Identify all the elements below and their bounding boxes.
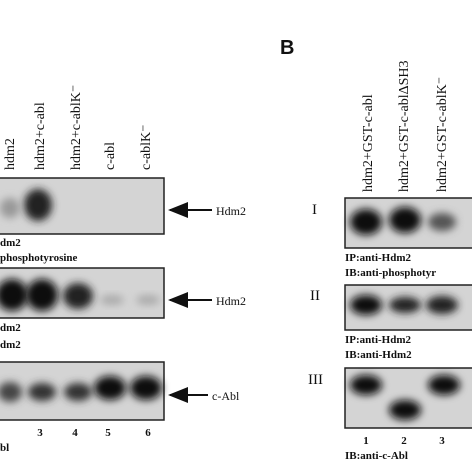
band	[24, 189, 52, 221]
band	[136, 295, 160, 305]
caption: IP:anti-Hdm2	[345, 252, 412, 264]
band	[350, 295, 382, 315]
row-label: I	[312, 202, 317, 218]
target-label: Hdm2	[216, 204, 246, 218]
target-label: Hdm2	[216, 294, 246, 308]
band	[428, 375, 460, 395]
caption: dm2	[0, 322, 21, 334]
band	[350, 375, 382, 395]
band	[0, 279, 28, 311]
lane-number: 2	[401, 435, 407, 447]
lane-label: hdm2	[3, 138, 18, 170]
band	[389, 400, 421, 420]
panel-label: B	[280, 37, 294, 59]
row-label: II	[310, 288, 320, 304]
lane-label: hdm2+c-ablK⁻	[69, 85, 84, 170]
band	[94, 376, 126, 400]
lane-number: 5	[105, 427, 111, 439]
band	[100, 295, 124, 305]
lane-label: c-abl	[103, 142, 118, 170]
caption: IB:anti-Hdm2	[345, 349, 412, 361]
lane-label: hdm2+GST-c-abl	[361, 94, 376, 192]
caption: IB:anti-c-Abl	[345, 450, 408, 462]
lane-number: 3	[439, 435, 445, 447]
band	[64, 383, 92, 401]
band	[350, 209, 382, 235]
lane-label: hdm2+GST-c-ablK⁻	[435, 77, 450, 192]
lane-number: 3	[37, 427, 43, 439]
caption: IP:anti-Hdm2	[345, 334, 412, 346]
lane-number: 1	[363, 435, 369, 447]
lane-number: 4	[72, 427, 78, 439]
panel-a-lanes: hdm2 hdm2+c-abl hdm2+c-ablK⁻ c-abl c-abl…	[3, 85, 154, 170]
lane-number: 6	[145, 427, 151, 439]
band	[28, 383, 56, 401]
row-label: III	[308, 372, 323, 388]
band	[63, 283, 93, 309]
caption: dm2	[0, 237, 21, 249]
band	[428, 213, 456, 231]
caption: IB:anti-phosphotyr	[345, 267, 436, 279]
caption: bl	[0, 442, 9, 454]
target-label: c-Abl	[212, 389, 240, 403]
band	[389, 297, 421, 313]
band	[426, 296, 458, 314]
band	[389, 207, 421, 233]
band	[130, 376, 162, 400]
band	[26, 279, 58, 311]
caption: phosphotyrosine	[0, 252, 78, 264]
caption: dm2	[0, 339, 21, 351]
lane-label: c-ablK⁻	[139, 125, 154, 170]
band	[0, 198, 20, 218]
lane-label: hdm2+GST-c-ablΔSH3	[397, 61, 412, 193]
band	[0, 382, 22, 402]
lane-label: hdm2+c-abl	[33, 102, 48, 170]
